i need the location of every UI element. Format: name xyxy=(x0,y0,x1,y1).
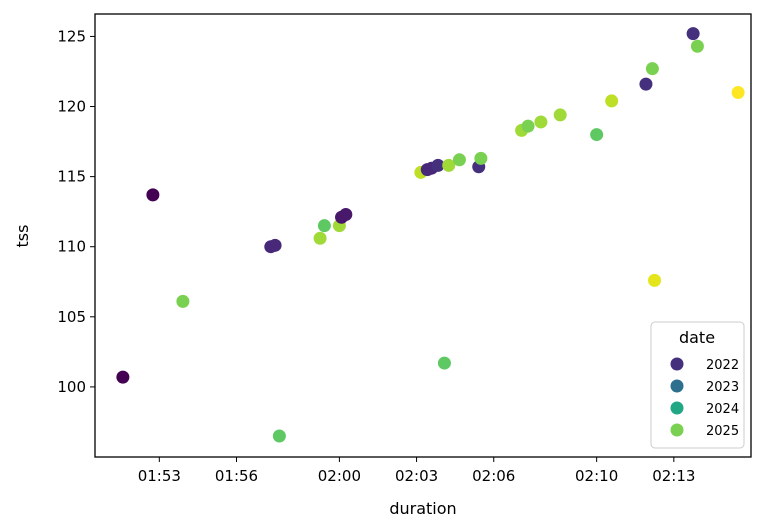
legend-title: date xyxy=(679,328,715,347)
x-tick-label: 01:53 xyxy=(138,467,181,485)
plot-frame xyxy=(94,13,752,458)
legend: date 2022 2023 2024 2025 xyxy=(650,321,745,449)
ticks-layer: 01:53 01:56 02:00 02:03 02:06 02:10 02:13 100 10… xyxy=(57,27,695,485)
data-point xyxy=(268,238,282,252)
data-point xyxy=(534,115,548,129)
y-tick-label: 105 xyxy=(57,308,86,326)
legend-entries: 2022 2023 2024 2025 xyxy=(670,357,739,439)
legend-marker xyxy=(670,357,684,371)
data-point xyxy=(731,86,745,100)
x-tick-label: 02:13 xyxy=(652,467,695,485)
y-tick-label: 110 xyxy=(57,238,86,256)
y-axis-title: tss xyxy=(13,225,32,248)
legend-label: 2025 xyxy=(706,424,739,439)
y-tick-label: 115 xyxy=(57,168,86,186)
data-point xyxy=(690,39,704,53)
legend-marker xyxy=(670,423,684,437)
data-point xyxy=(116,370,130,384)
data-point xyxy=(442,158,456,172)
points-layer xyxy=(116,27,745,443)
data-point xyxy=(605,94,619,108)
data-point xyxy=(339,207,353,221)
data-point xyxy=(648,273,662,287)
legend-label: 2022 xyxy=(706,358,739,373)
data-point xyxy=(317,219,331,233)
legend-marker xyxy=(670,401,684,415)
data-point xyxy=(452,153,466,167)
data-point xyxy=(272,429,286,443)
data-point xyxy=(176,294,190,308)
data-point xyxy=(645,62,659,76)
x-tick-label: 02:10 xyxy=(575,467,618,485)
y-tick-label: 125 xyxy=(57,27,86,45)
y-tick-label: 120 xyxy=(57,98,86,116)
data-point xyxy=(474,151,488,165)
y-tick-label: 100 xyxy=(57,378,86,396)
data-point xyxy=(686,27,700,41)
data-point xyxy=(639,77,653,91)
x-tick-label: 01:56 xyxy=(215,467,258,485)
legend-marker xyxy=(670,379,684,393)
legend-label: 2024 xyxy=(706,402,739,417)
x-tick-label: 02:06 xyxy=(472,467,515,485)
data-point xyxy=(521,119,535,133)
x-axis-title: duration xyxy=(389,499,456,518)
data-point xyxy=(146,188,160,202)
data-point xyxy=(431,158,445,172)
data-point xyxy=(437,356,451,370)
data-point xyxy=(553,108,567,122)
legend-box xyxy=(650,321,745,449)
x-tick-label: 02:03 xyxy=(395,467,438,485)
legend-label: 2023 xyxy=(706,380,739,395)
data-point xyxy=(590,128,604,142)
x-tick-label: 02:00 xyxy=(318,467,361,485)
data-point xyxy=(313,231,327,245)
